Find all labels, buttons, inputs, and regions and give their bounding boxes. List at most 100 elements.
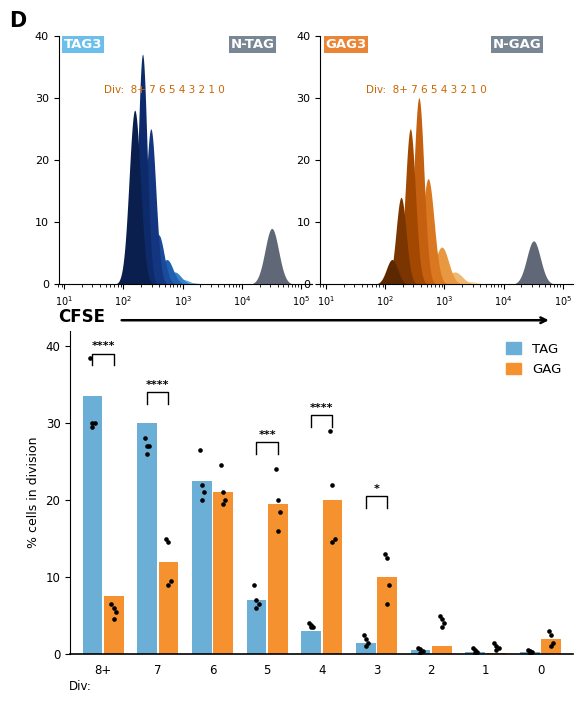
Point [199,486,209,498]
Point [142,440,152,452]
Text: ****: **** [91,341,115,351]
Point [328,479,337,491]
Point [109,614,118,625]
Text: ****: **** [310,403,333,413]
Point [470,647,480,658]
Point [416,643,425,654]
Point [88,421,97,432]
Point [90,417,99,429]
Text: N-TAG: N-TAG [230,38,274,51]
Point [111,606,121,617]
Point [494,642,503,653]
Point [195,444,204,456]
Bar [82,396,102,654]
Bar [322,500,342,654]
Point [418,646,427,657]
Point [273,525,283,537]
Point [359,629,369,641]
Point [492,645,501,656]
Point [437,614,446,625]
Point [523,645,532,656]
Bar [520,652,540,654]
Bar [192,481,212,654]
Point [271,464,280,475]
Text: ***: *** [258,430,276,440]
Bar [541,638,561,654]
Point [197,494,207,506]
Point [525,646,535,657]
Point [275,506,284,518]
Point [330,533,339,545]
Point [380,548,390,560]
Point [384,579,394,590]
Point [383,599,392,610]
Point [218,486,228,498]
Text: D: D [9,11,26,31]
Point [439,618,449,629]
Point [216,460,226,471]
Bar [268,504,288,654]
Point [252,602,261,614]
Text: N-GAG: N-GAG [493,38,541,51]
Bar [213,492,233,654]
Point [88,417,97,429]
Point [307,619,316,631]
Point [546,629,556,641]
Text: *: * [373,484,379,494]
Text: Div:: Div: [69,680,92,693]
Point [490,637,499,648]
Bar [465,652,485,654]
Point [197,479,207,491]
Point [304,618,314,629]
Point [164,537,173,548]
Text: TAG3: TAG3 [64,38,102,51]
Bar [137,423,157,654]
Point [325,425,335,437]
Point [252,594,261,606]
Point [221,494,230,506]
Point [218,498,228,510]
Point [328,537,337,548]
Point [254,599,263,610]
Point [309,621,318,633]
Point [142,448,152,459]
Bar [411,651,431,654]
Bar [432,646,452,654]
Point [144,440,154,452]
Point [140,433,150,444]
Point [527,646,536,658]
Point [164,579,173,590]
Y-axis label: % cells in division: % cells in division [27,437,40,548]
Point [470,645,480,656]
Bar [301,631,321,654]
Point [361,641,370,652]
Bar [246,600,266,654]
Bar [377,577,397,654]
Point [166,575,176,587]
Point [250,579,259,590]
Point [361,633,370,644]
Point [544,626,553,637]
Bar [159,562,178,654]
Text: ****: **** [146,380,170,390]
Bar [487,653,506,654]
Point [549,637,558,648]
Point [109,602,118,614]
Point [416,647,425,658]
Point [161,533,171,545]
Point [435,610,444,621]
Point [473,646,482,658]
Bar [356,643,376,654]
Text: GAG3: GAG3 [325,38,367,51]
Text: Div:  8+ 7 6 5 4 3 2 1 0: Div: 8+ 7 6 5 4 3 2 1 0 [104,85,225,95]
Point [273,494,283,506]
Legend: TAG, GAG: TAG, GAG [500,337,567,381]
Point [363,637,373,648]
Point [107,599,116,610]
Point [525,647,535,658]
Text: Div:  8+ 7 6 5 4 3 2 1 0: Div: 8+ 7 6 5 4 3 2 1 0 [366,85,487,95]
Point [437,621,446,633]
Text: CFSE: CFSE [58,308,105,326]
Point [383,552,392,564]
Bar [104,597,123,654]
